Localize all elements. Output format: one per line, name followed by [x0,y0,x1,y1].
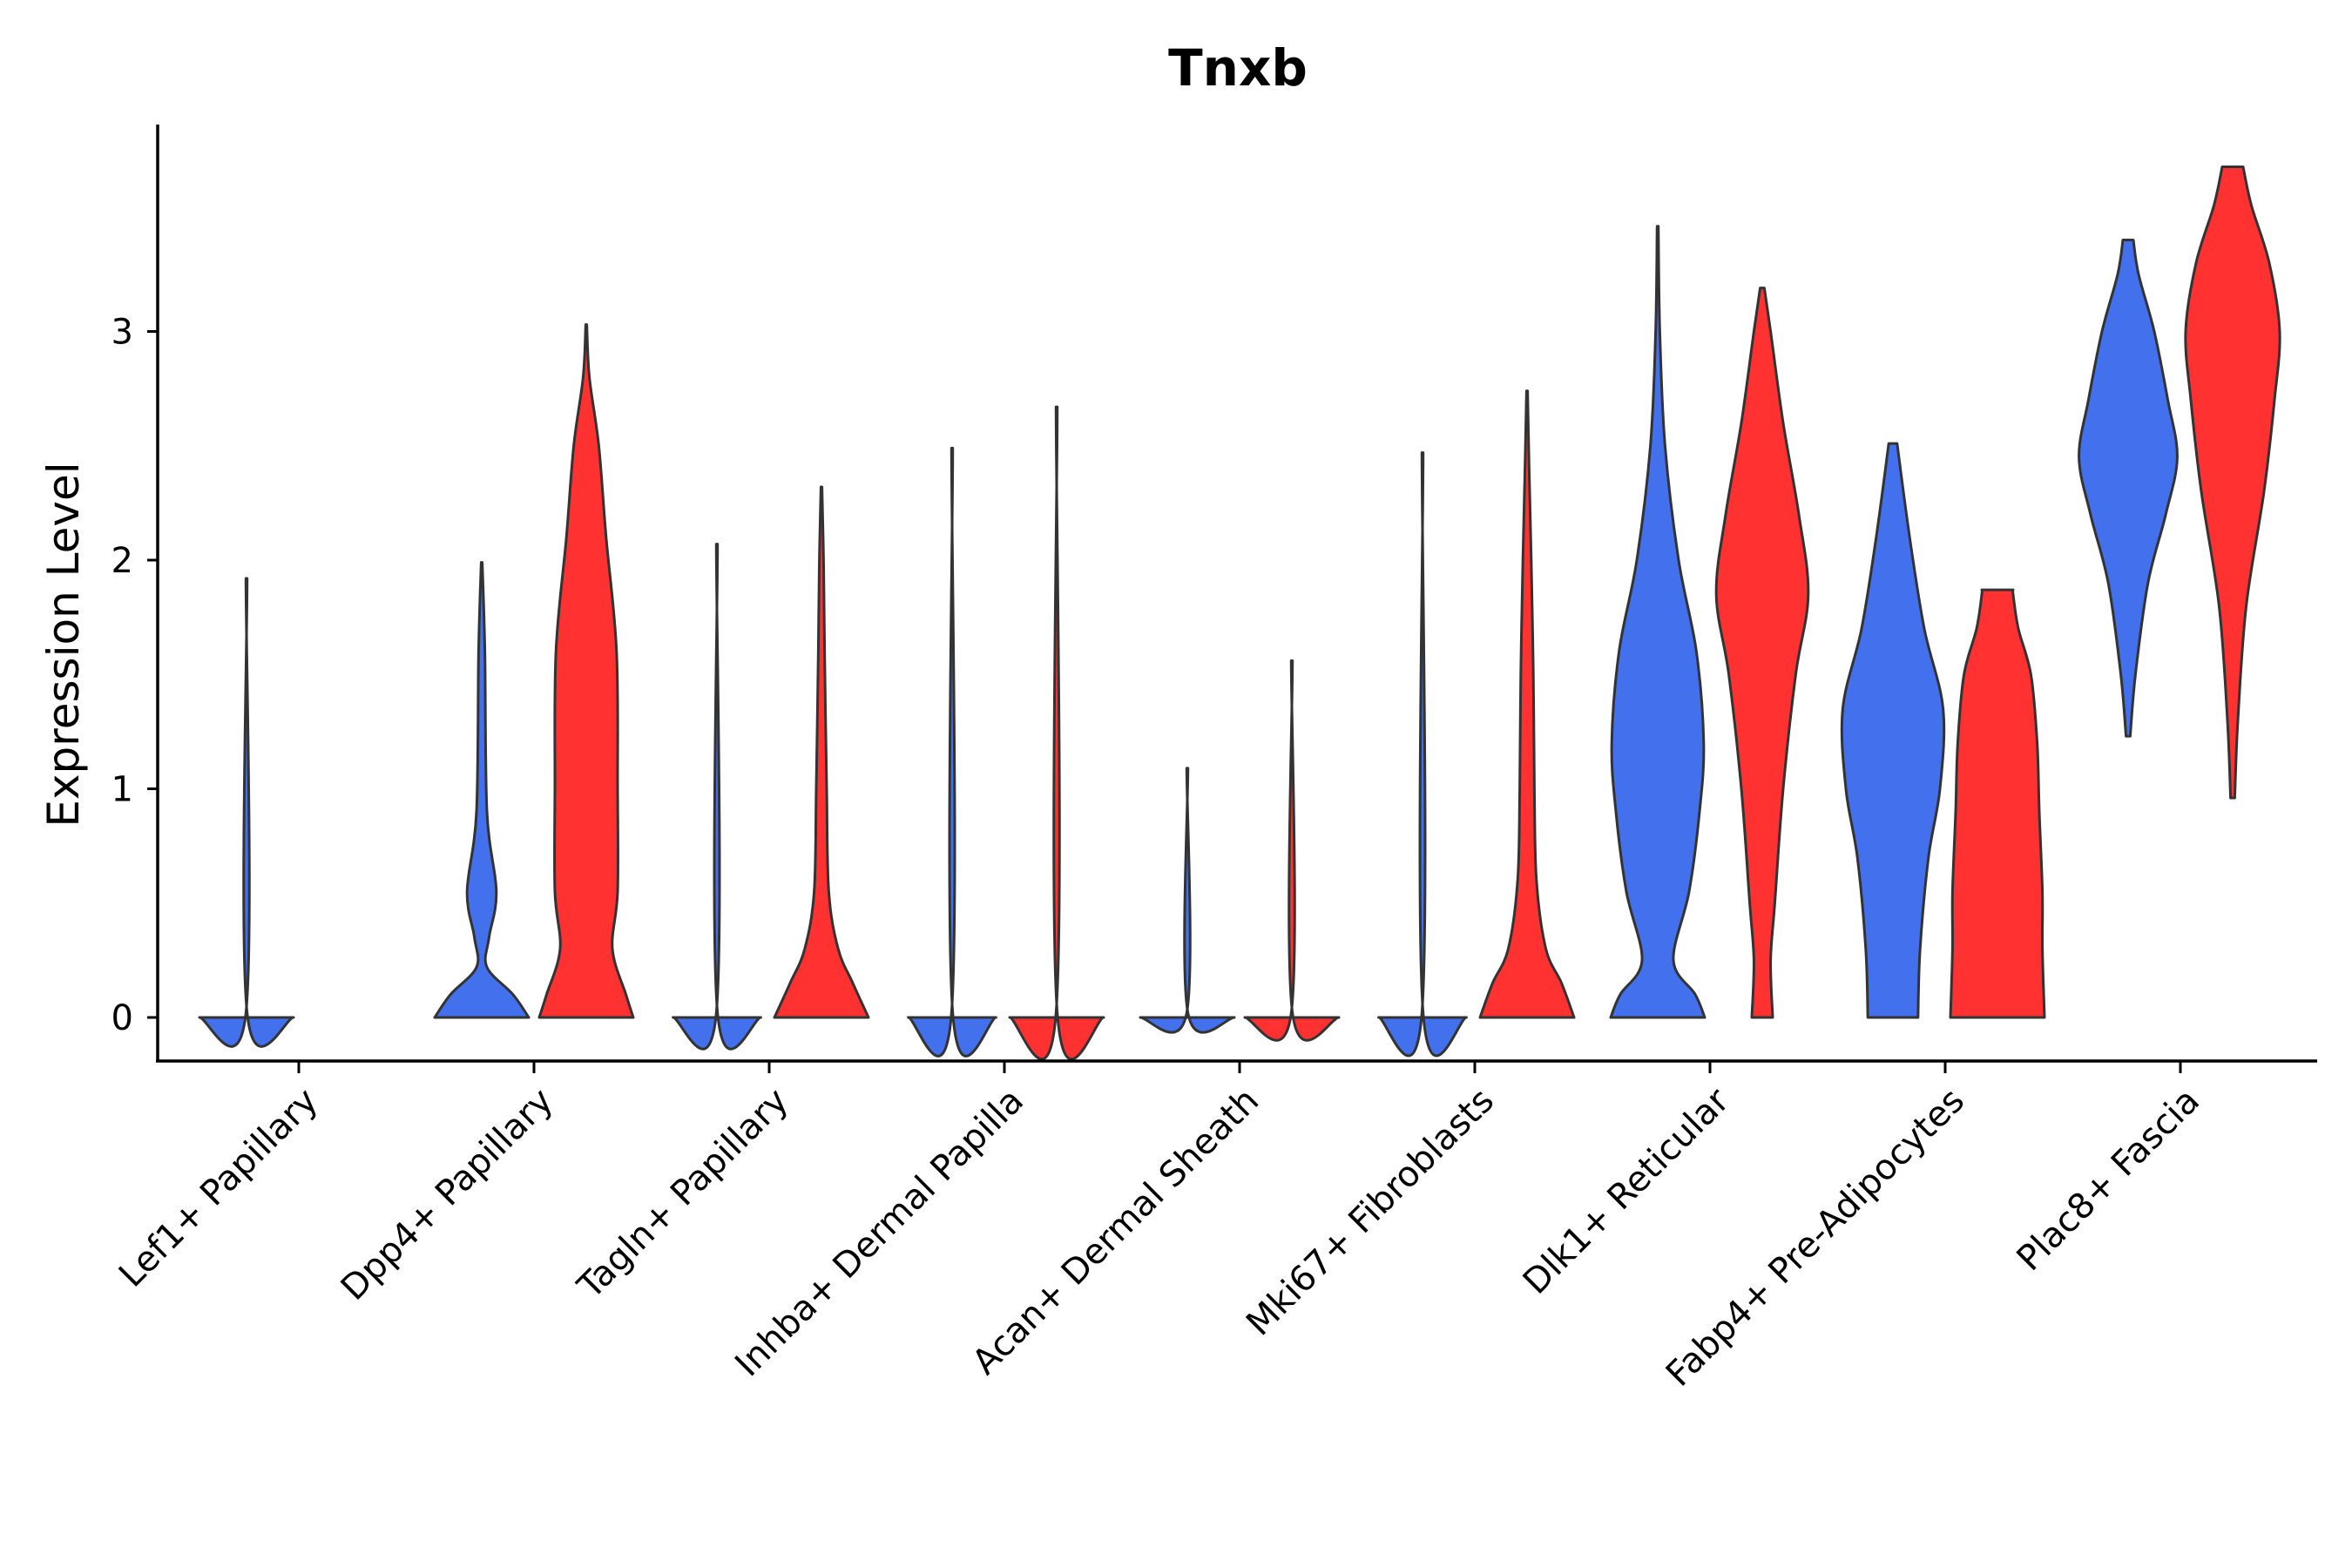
violin-group-blue-3 [907,446,997,1058]
x-tick-label: Tagln+ Papillary [570,1081,796,1308]
y-tick-label: 1 [112,770,133,810]
violin-group-red-7 [1949,588,2046,1019]
x-tick-label: Plac8+ Fascia [2010,1081,2208,1280]
violin-group-blue-8 [2078,239,2179,738]
x-tick-label: Dlk1+ Reticular [1516,1080,1738,1302]
axes [156,125,2317,1063]
violin-group-red-5 [1478,389,1576,1019]
violin-group-red-6 [1714,287,1810,1019]
y-tick-label: 0 [112,998,133,1038]
violin-group-blue-6 [1609,225,1707,1019]
violin-group-blue-2 [672,543,762,1051]
y-ticks: 0 1 2 3 [112,313,158,1038]
violin-group-red-8 [2184,166,2281,800]
y-tick-label: 3 [112,313,133,353]
violins [198,166,2281,1061]
violin-group-red-4 [1243,659,1341,1042]
violin-group-red-2 [773,485,870,1019]
violin-group-blue-0 [198,577,295,1048]
violin-group-blue-5 [1377,451,1468,1058]
violin-group-red-3 [1008,405,1105,1061]
x-tick-label: Dpp4+ Papillary [334,1081,561,1308]
y-tick-label: 2 [112,541,133,581]
x-tick-label: Mki67+ Fibroblasts [1239,1081,1502,1344]
violin-group-blue-7 [1840,442,1946,1019]
x-ticks: Lef1+ Papillary Dpp4+ Papillary Tagln+ Pap… [112,1061,2207,1395]
y-axis-label: Expression Level [38,462,89,827]
violin-group-blue-1 [433,561,531,1019]
chart-title: Tnxb [1168,38,1308,98]
violin-group-blue-4 [1139,767,1236,1034]
violin-group-red-1 [537,323,635,1019]
x-tick-label: Lef1+ Papillary [112,1081,326,1295]
